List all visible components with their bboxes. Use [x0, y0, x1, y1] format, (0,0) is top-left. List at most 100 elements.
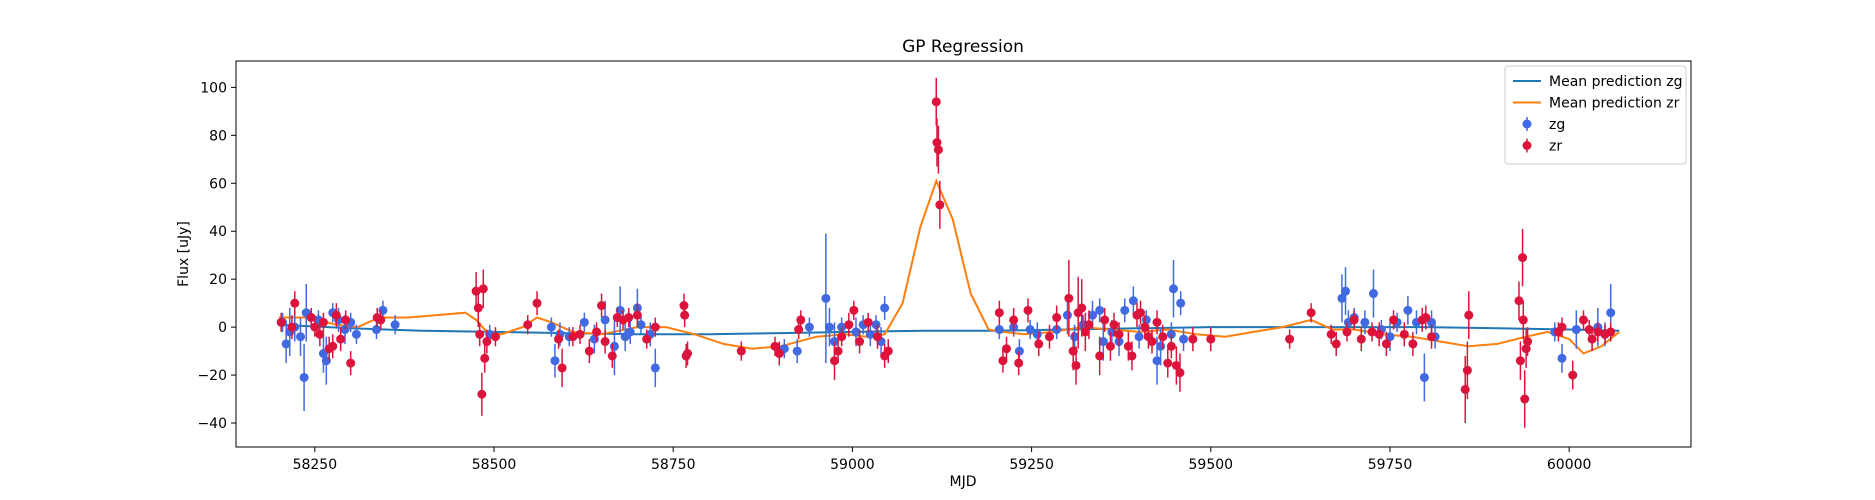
zr-point: [1052, 313, 1062, 323]
zr-point: [1389, 315, 1399, 325]
zr-point: [1593, 327, 1603, 337]
zg-point: [390, 320, 400, 330]
zr-point: [1136, 308, 1146, 318]
zr-point: [1071, 360, 1081, 370]
zr-point: [597, 301, 607, 311]
zg-point: [1341, 286, 1351, 296]
zr-point: [376, 315, 386, 325]
zr-point: [490, 332, 500, 342]
chart-legend: Mean prediction zg Mean prediction zr zg zr: [1504, 65, 1687, 165]
zg-point: [1360, 317, 1370, 327]
zr-point: [1045, 332, 1055, 342]
zr-point: [1464, 310, 1474, 320]
x-tick-label: 60000: [1547, 457, 1592, 473]
zr-point: [1034, 339, 1044, 349]
zr-point: [473, 303, 483, 313]
zr-point: [1557, 322, 1567, 332]
zr-point: [584, 346, 594, 356]
y-tick-label: 20: [209, 272, 227, 288]
zr-point: [1084, 320, 1094, 330]
zr-point: [318, 317, 328, 327]
zr-point: [774, 348, 784, 358]
zg-point: [600, 315, 610, 325]
zg-point: [1557, 353, 1567, 363]
zr-point: [287, 322, 297, 332]
zr-point: [1206, 334, 1216, 344]
legend-box: [1504, 65, 1687, 165]
zg-point: [824, 322, 834, 332]
zr-point: [1462, 365, 1472, 375]
zr-point: [796, 315, 806, 325]
zg-point: [1179, 334, 1189, 344]
zr-point: [290, 298, 300, 308]
zr-point: [650, 322, 660, 332]
zr-point: [1152, 317, 1162, 327]
zr-point: [1127, 351, 1137, 361]
zg-point: [579, 317, 589, 327]
zr-point: [532, 298, 542, 308]
zg-point: [851, 327, 861, 337]
zr-point: [855, 337, 865, 347]
x-tick-label: 59250: [1009, 457, 1054, 473]
x-tick-label: 59750: [1368, 457, 1413, 473]
zr-point: [306, 313, 316, 323]
zr-point: [575, 329, 585, 339]
zg-point: [880, 303, 890, 313]
zr-point: [1518, 315, 1528, 325]
zr-point: [849, 305, 859, 315]
zr-point: [1421, 313, 1431, 323]
zg-point: [1032, 329, 1042, 339]
zr-point: [1285, 334, 1295, 344]
zr-point: [1515, 356, 1525, 366]
zr-point: [1002, 344, 1012, 354]
zr-point: [1077, 303, 1087, 313]
zr-point: [1306, 308, 1316, 318]
zr-point: [568, 332, 578, 342]
x-tick-label: 58500: [472, 457, 517, 473]
zg-point: [1141, 315, 1151, 325]
zg-point: [609, 341, 619, 351]
zg-point: [1025, 325, 1035, 335]
zr-point: [1158, 332, 1168, 342]
y-tick-label: 100: [200, 80, 227, 96]
zr-point: [736, 346, 746, 356]
x-tick-label: 58750: [651, 457, 696, 473]
zg-point: [1419, 372, 1429, 382]
zr-point: [872, 332, 882, 342]
zr-point: [1514, 296, 1524, 306]
zg-point: [636, 320, 646, 330]
zg-point: [351, 329, 361, 339]
zr-point: [1460, 384, 1470, 394]
zr-point: [1578, 315, 1588, 325]
zg-point: [1606, 308, 1616, 318]
zg-point: [650, 363, 660, 373]
zg-point: [1095, 305, 1105, 315]
zr-point: [523, 320, 533, 330]
zr-point: [336, 334, 346, 344]
y-tick-label: 0: [218, 320, 227, 336]
zr-point: [600, 337, 610, 347]
legend-swatch-zr: [1522, 141, 1532, 150]
zr-point: [478, 284, 488, 294]
zr-point: [1331, 339, 1341, 349]
zr-point: [932, 138, 942, 148]
zr-point: [1163, 358, 1173, 368]
zg-point: [1128, 296, 1138, 306]
zr-point: [1523, 337, 1533, 347]
zr-point: [1171, 360, 1181, 370]
zr-point: [632, 310, 642, 320]
legend-label-zr: zr: [1549, 139, 1562, 155]
zg-point: [296, 332, 306, 342]
zr-point: [341, 315, 351, 325]
y-axis-label: Flux [uJy]: [176, 221, 192, 287]
zr-point: [557, 363, 567, 373]
zg-point: [378, 305, 388, 315]
zr-point: [829, 356, 839, 366]
zr-point: [844, 320, 854, 330]
legend-label-mean-prediction-zg: Mean prediction zg: [1549, 74, 1683, 90]
zr-point: [1147, 337, 1157, 347]
zr-point: [1080, 327, 1090, 337]
zr-point: [998, 356, 1008, 366]
zr-point: [1568, 370, 1578, 380]
